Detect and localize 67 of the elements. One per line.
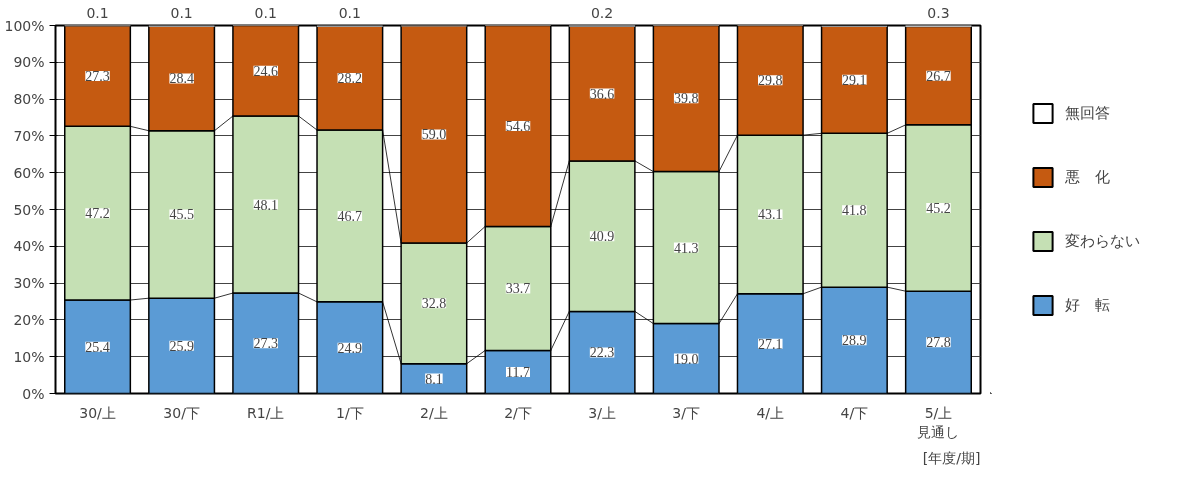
data-label: 40.9 bbox=[589, 229, 615, 245]
y-tick-label: 50% bbox=[13, 201, 45, 218]
y-tick-label: 80% bbox=[13, 91, 45, 108]
data-label: 36.6 bbox=[589, 86, 615, 102]
y-tick-label: 10% bbox=[13, 348, 45, 365]
data-label: 47.2 bbox=[85, 206, 110, 222]
data-label: 19.0 bbox=[673, 351, 699, 367]
data-label: 28.2 bbox=[337, 71, 363, 87]
x-tick-label: 4/上 bbox=[756, 404, 785, 421]
data-label: 33.7 bbox=[505, 281, 531, 297]
data-label: 32.8 bbox=[421, 296, 447, 312]
data-label: 25.9 bbox=[169, 338, 194, 354]
legend-label: 無回答 bbox=[1064, 103, 1110, 123]
data-label: 0.3 bbox=[927, 4, 950, 21]
x-tick-label: 30/下 bbox=[163, 404, 200, 421]
data-label: 11.7 bbox=[506, 364, 530, 380]
legend-label: 悪 化 bbox=[1064, 167, 1110, 187]
data-label: 39.8 bbox=[673, 91, 699, 107]
y-tick-label: 70% bbox=[13, 127, 45, 144]
x-tick-label: 30/上 bbox=[79, 404, 116, 421]
data-label: 24.6 bbox=[253, 63, 278, 79]
data-label: 28.4 bbox=[169, 71, 194, 87]
y-tick-label: 60% bbox=[13, 164, 45, 181]
data-label: 0.1 bbox=[338, 4, 361, 21]
data-label: 26.7 bbox=[926, 68, 951, 84]
x-tick-label: 1/下 bbox=[336, 404, 364, 421]
x-tick-label: 5/上 bbox=[924, 404, 953, 421]
data-label: 25.4 bbox=[85, 339, 110, 355]
data-label: 46.7 bbox=[337, 208, 363, 224]
data-label: 28.9 bbox=[842, 333, 867, 349]
text: 見通し bbox=[917, 423, 960, 440]
x-tick-label: 3/下 bbox=[672, 404, 700, 421]
data-label: 0.1 bbox=[170, 4, 193, 21]
y-tick-label: 30% bbox=[13, 275, 45, 292]
data-label: 29.1 bbox=[842, 72, 867, 88]
legend-label: 変わらない bbox=[1064, 231, 1140, 251]
x-tick-label: R1/上 bbox=[247, 404, 285, 421]
data-label: 0.1 bbox=[254, 4, 277, 21]
x-tick-label: 4/下 bbox=[840, 404, 869, 421]
x-tick-label: 2/下 bbox=[504, 404, 532, 421]
data-label: 0.2 bbox=[590, 4, 614, 21]
data-label: 54.6 bbox=[505, 118, 531, 134]
legend-label: 好 転 bbox=[1064, 295, 1110, 315]
y-tick-label: 100% bbox=[4, 17, 45, 34]
data-label: 27.3 bbox=[85, 69, 110, 85]
y-tick-label: 20% bbox=[13, 311, 45, 328]
y-tick-label: 90% bbox=[13, 54, 45, 71]
x-tick-label: 2/上 bbox=[420, 404, 448, 421]
data-label: 8.1 bbox=[425, 371, 443, 387]
data-label: 0.1 bbox=[86, 4, 109, 21]
data-label: 48.1 bbox=[253, 197, 278, 213]
data-label: 41.8 bbox=[842, 203, 867, 219]
y-tick-label: 0% bbox=[22, 385, 45, 402]
x-axis-title: [年度/期] bbox=[922, 449, 981, 466]
data-label: 22.3 bbox=[589, 345, 615, 361]
data-label: 43.1 bbox=[758, 207, 783, 223]
y-tick-label: 40% bbox=[13, 238, 45, 255]
data-label: 27.3 bbox=[253, 336, 278, 352]
data-label: 29.8 bbox=[758, 73, 783, 89]
data-label: 45.5 bbox=[169, 207, 194, 223]
data-label: 45.2 bbox=[926, 201, 951, 217]
x-tick-label: 3/上 bbox=[588, 404, 616, 421]
data-label: 27.8 bbox=[926, 335, 951, 351]
data-label: 41.3 bbox=[673, 240, 699, 256]
data-label: 59.0 bbox=[421, 127, 447, 143]
data-label: 27.1 bbox=[758, 336, 783, 352]
data-label: 24.9 bbox=[337, 340, 363, 356]
